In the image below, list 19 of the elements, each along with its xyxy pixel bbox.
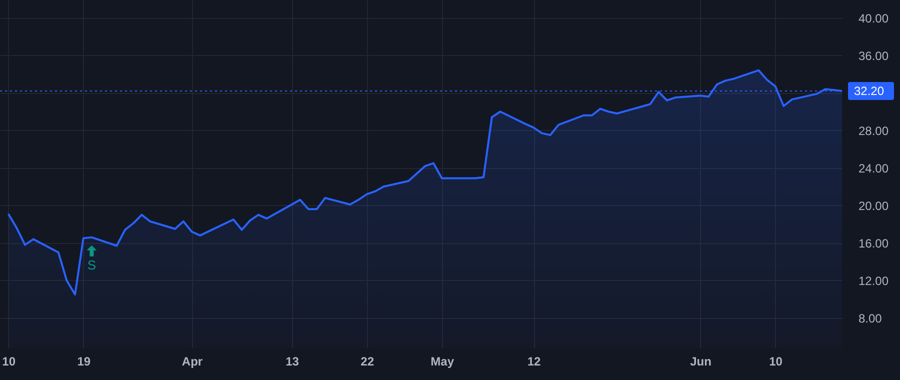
annotation: S: [87, 257, 96, 272]
x-tick-label: 19: [77, 354, 91, 368]
y-tick-label: 12.00: [858, 274, 889, 288]
y-tick-label: 24.00: [858, 161, 889, 176]
y-tick-label: 20.00: [858, 198, 889, 213]
x-tick-label: Apr: [182, 354, 203, 368]
x-tick-label: Jun: [690, 354, 712, 368]
y-tick-label: 16.00: [858, 236, 889, 250]
ref-line-label: 32.20: [854, 84, 884, 98]
x-tick-label: 10: [2, 354, 16, 368]
y-tick-label: 36.00: [858, 48, 889, 63]
y-tick-label: 28.00: [858, 124, 889, 138]
x-tick-label: 12: [527, 354, 542, 368]
x-tick-label: 10: [769, 354, 783, 368]
x-tick-label: May: [430, 354, 454, 368]
y-tick-label: 8.00: [858, 311, 882, 326]
x-tick-label: 13: [286, 354, 300, 368]
x-tick-label: 22: [360, 354, 374, 368]
y-tick-label: 40.00: [858, 11, 889, 26]
